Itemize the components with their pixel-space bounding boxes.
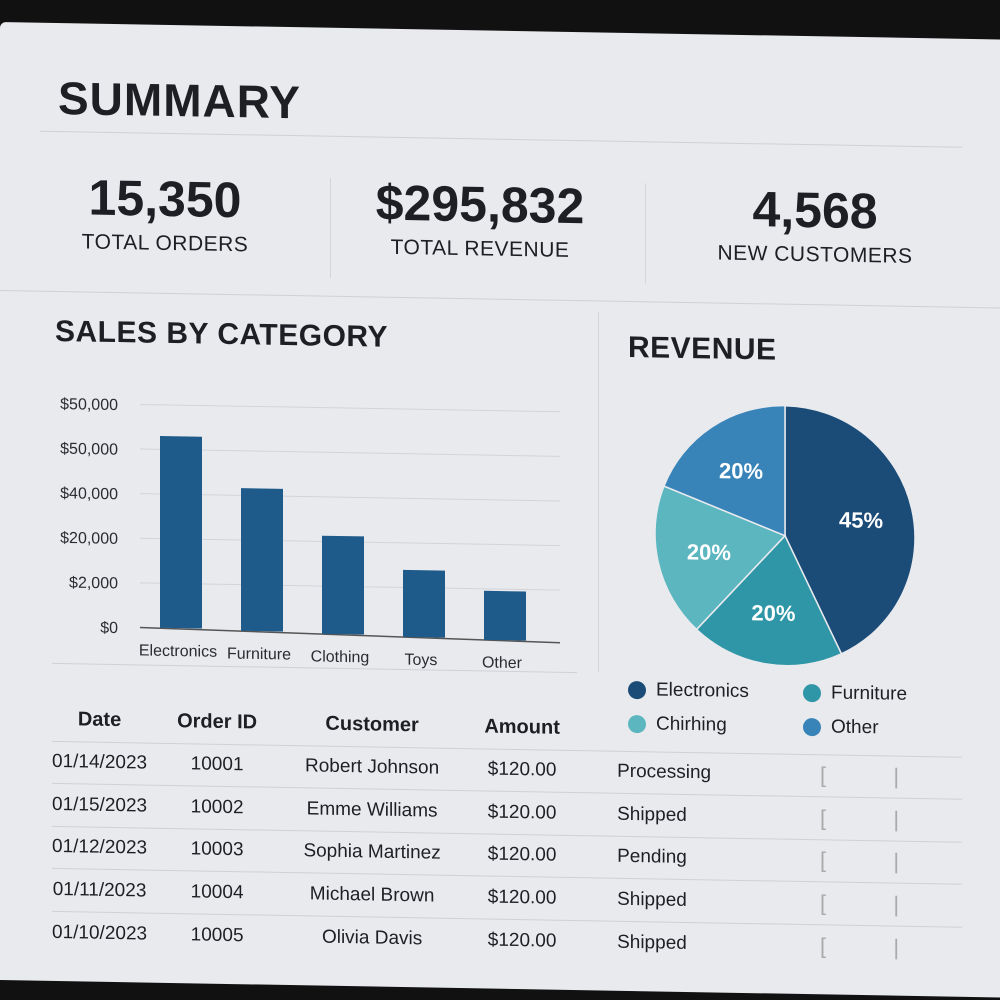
x-tick-label: Electronics (139, 642, 217, 660)
pie-data-label: 20% (719, 458, 763, 484)
legend-label: Electronics (656, 679, 749, 703)
col-amount: Amount (484, 715, 560, 740)
bar-chart: $0 $2,000 $20,000 $40,000 $50,000 $50,000 Elec… (60, 396, 561, 672)
pie-chart: 45% 20% 20% 20% (654, 404, 916, 667)
divider (0, 290, 1000, 309)
row-action-field[interactable]: [ | (757, 795, 962, 842)
date-cell: 01/14/2023 (52, 740, 148, 786)
pie-slice-chirhing (654, 485, 787, 631)
status-cell: Shipped (587, 877, 758, 924)
date-cell: 01/10/2023 (52, 910, 148, 956)
bar-toys (403, 569, 445, 638)
gridline (140, 448, 560, 457)
col-date: Date (77, 708, 122, 732)
bar-furniture (241, 488, 283, 632)
kpi-new-customers: 4,568 NEW CUSTOMERS (665, 179, 965, 270)
y-tick-label: $50,000 (60, 441, 118, 459)
amount-cell: $120.00 (457, 747, 588, 793)
legend-swatch (628, 680, 646, 700)
order-id-cell: 10005 (147, 912, 288, 958)
y-tick-label: $20,000 (60, 530, 118, 548)
bracket-icon: [ | (820, 805, 900, 832)
pie-slice-electronics (784, 404, 916, 655)
status-cell: Pending (587, 835, 758, 881)
bar-electronics (160, 436, 202, 629)
amount-cell: $120.00 (457, 790, 588, 836)
order-id-cell: 10001 (147, 742, 288, 788)
bar-clothing (322, 535, 364, 635)
date-cell: 01/12/2023 (52, 825, 148, 871)
col-status (587, 708, 757, 753)
kpi-label: TOTAL REVENUE (390, 235, 570, 262)
kpi-label: NEW CUSTOMERS (717, 241, 913, 268)
divider (40, 130, 962, 148)
kpi-total-orders: 15,350 TOTAL ORDERS (15, 167, 315, 258)
dashboard-screen: SUMMARY 15,350 TOTAL ORDERS $295,832 TOT… (0, 22, 1000, 998)
y-tick-label: $50,000 (60, 396, 118, 414)
legend-label: Furniture (831, 682, 908, 705)
kpi-value: 4,568 (752, 181, 878, 240)
divider (645, 183, 646, 284)
customer-cell: Michael Brown (287, 872, 458, 918)
bar-other (484, 590, 526, 641)
order-id-cell: 10003 (147, 827, 288, 873)
amount-cell: $120.00 (457, 832, 588, 878)
pie-chart-title: REVENUE (628, 330, 777, 367)
kpi-total-revenue: $295,832 TOTAL REVENUE (330, 173, 630, 264)
gridline (140, 493, 560, 502)
customer-cell: Sophia Martinez (287, 830, 458, 876)
customer-cell: Emme Williams (287, 787, 458, 833)
status-cell: Processing (587, 750, 758, 796)
x-tick-label: Toys (405, 652, 438, 670)
y-tick-label: $40,000 (60, 485, 118, 503)
pie-data-label: 20% (751, 600, 795, 626)
kpi-label: TOTAL ORDERS (81, 230, 249, 257)
legend-item: Electronics (628, 679, 803, 704)
legend-swatch (803, 684, 821, 703)
y-tick-label: $0 (100, 620, 118, 637)
x-tick-label: Furniture (227, 645, 291, 663)
x-axis (139, 626, 561, 644)
order-id-cell: 10002 (147, 785, 288, 831)
pie-slice-other (663, 404, 786, 537)
x-tick-label: Clothing (311, 648, 370, 666)
bracket-icon: [ | (820, 847, 900, 874)
page-title: SUMMARY (58, 72, 301, 129)
pie-data-label: 45% (839, 507, 883, 533)
y-tick-label: $2,000 (69, 575, 118, 593)
amount-cell: $120.00 (457, 875, 588, 921)
date-cell: 01/15/2023 (52, 783, 148, 828)
row-action-field[interactable]: [ | (757, 880, 962, 927)
gridline (140, 403, 560, 413)
col-order-id: Order ID (177, 710, 258, 734)
status-cell: Shipped (587, 792, 758, 839)
amount-cell: $120.00 (457, 917, 588, 963)
order-id-cell: 10004 (147, 870, 288, 916)
col-action (757, 711, 962, 757)
col-customer: Customer (325, 712, 419, 737)
bracket-icon: [ | (820, 762, 900, 789)
row-action-field[interactable]: [ | (757, 753, 962, 800)
bar-chart-title: SALES BY CATEGORY (55, 314, 388, 354)
row-action-field[interactable]: [ | (757, 923, 962, 970)
divider (598, 312, 599, 673)
x-tick-label: Other (482, 654, 523, 672)
row-action-field[interactable]: [ | (757, 838, 962, 885)
bracket-icon: [ | (820, 932, 900, 960)
pie-data-label: 20% (687, 539, 731, 565)
status-cell: Shipped (587, 920, 758, 966)
date-cell: 01/11/2023 (52, 868, 148, 913)
orders-table: Date Order ID Customer Amount 01/14/2023… (52, 699, 962, 970)
kpi-value: $295,832 (375, 174, 585, 235)
customer-cell: Robert Johnson (287, 745, 458, 791)
legend-item: Furniture (803, 682, 948, 707)
customer-cell: Olivia Davis (287, 915, 458, 961)
pie-slice-furniture (695, 534, 843, 667)
kpi-value: 15,350 (88, 169, 242, 229)
bracket-icon: [ | (820, 890, 900, 917)
